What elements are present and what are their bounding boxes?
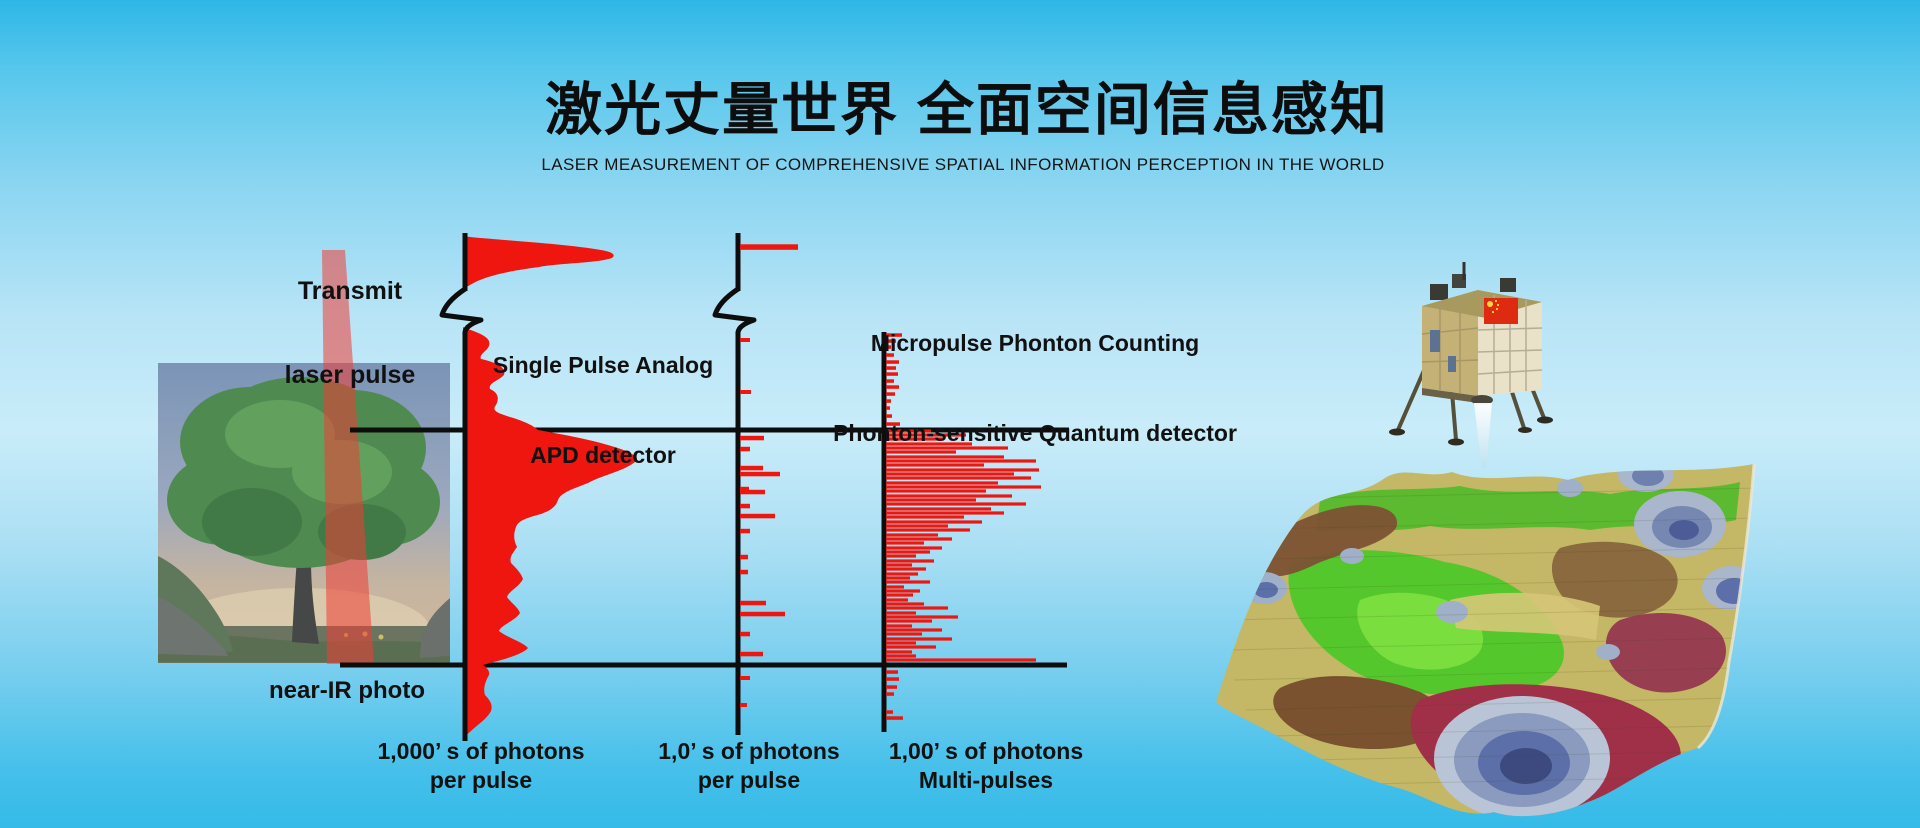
lander-body-left: [1422, 290, 1478, 396]
page-subtitle: LASER MEASUREMENT OF COMPREHENSIVE SPATI…: [541, 155, 1385, 174]
photon-return-bars: [740, 244, 798, 707]
transmit-laser-pulse-label: Transmit laser pulse: [284, 277, 416, 389]
axis-break-icon: [712, 286, 757, 336]
analog-apd-detector-label: Single Pulse Analog APD detector: [492, 352, 714, 468]
lunar-lander: [1389, 262, 1553, 468]
photo-blue-wash: [158, 363, 450, 663]
analog-waveform: [463, 236, 637, 737]
near-ir-photo-label: near-IR photo: [269, 677, 425, 704]
altimeter-beam: [1474, 403, 1492, 468]
left-stone-wall: [158, 596, 228, 656]
analog-apd-column: [439, 233, 637, 741]
photons-multipulse-caption-3: 1,00’ s of photons Multi-pulses: [888, 738, 1084, 793]
lander-body-top: [1422, 290, 1542, 318]
histogram-bars: [886, 333, 1041, 720]
multipulse-histogram-column: [881, 332, 1041, 732]
laser-beam: [322, 250, 374, 664]
photon-counting-column: [712, 233, 798, 735]
right-stone-wall: [420, 598, 450, 658]
photons-per-pulse-caption-2: 1,0’ s of photons per pulse: [658, 738, 840, 793]
photons-per-pulse-caption-1: 1,000’ s of photons per pulse: [377, 738, 585, 793]
quantum-detector-label: Micropulse Phonton Counting Phonton-sens…: [833, 330, 1237, 446]
page-title: 激光丈量世界 全面空间信息感知: [545, 78, 1389, 142]
lander-nozzle: [1471, 395, 1493, 405]
axis-break-icon: [439, 286, 484, 336]
terrain-model: [1216, 463, 1756, 817]
terrain-striations: [1219, 487, 1754, 785]
terrain-cut-edge: [1696, 463, 1756, 750]
craters: [1241, 464, 1754, 817]
